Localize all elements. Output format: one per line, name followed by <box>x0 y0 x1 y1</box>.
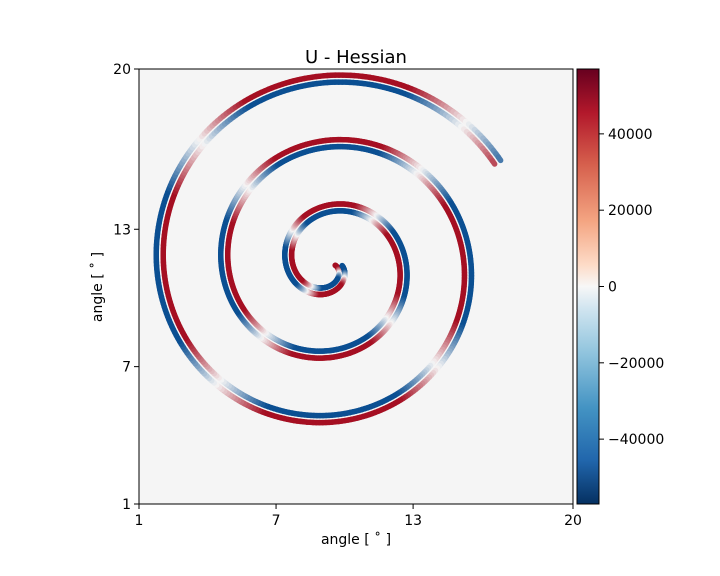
x-axis: 1 7 13 20 <box>135 504 582 529</box>
y-tick-label: 1 <box>122 497 131 513</box>
x-axis-label: angle [ ˚ ] <box>321 531 391 548</box>
colorbar-tick-label: −40000 <box>608 432 664 448</box>
colorbar-tick-label: 40000 <box>608 127 653 143</box>
y-tick-label: 7 <box>122 360 131 376</box>
spiral-segment <box>495 154 504 164</box>
colorbar-gradient <box>576 68 600 505</box>
x-tick-label: 7 <box>272 513 281 529</box>
colorbar-tick-label: 0 <box>608 280 617 296</box>
x-tick-label: 13 <box>404 513 422 529</box>
plot-frame <box>138 68 574 505</box>
spiral-pattern <box>153 72 504 426</box>
colorbar: 40000 20000 0 −20000 −40000 <box>576 68 664 505</box>
y-tick-label: 13 <box>113 222 131 238</box>
y-axis: 1 7 13 20 <box>113 62 139 513</box>
y-axis-label: angle [ ˚ ] <box>89 252 106 322</box>
colorbar-ticks: 40000 20000 0 −20000 −40000 <box>599 127 664 448</box>
x-tick-label: 1 <box>135 513 144 529</box>
y-tick-label: 20 <box>113 62 131 78</box>
x-tick-label: 20 <box>564 513 582 529</box>
colorbar-tick-label: −20000 <box>608 356 664 372</box>
spiral-segment <box>489 158 498 167</box>
plot-area <box>138 68 574 505</box>
chart-title: U - Hessian <box>305 47 407 68</box>
colorbar-tick-label: 20000 <box>608 203 653 219</box>
